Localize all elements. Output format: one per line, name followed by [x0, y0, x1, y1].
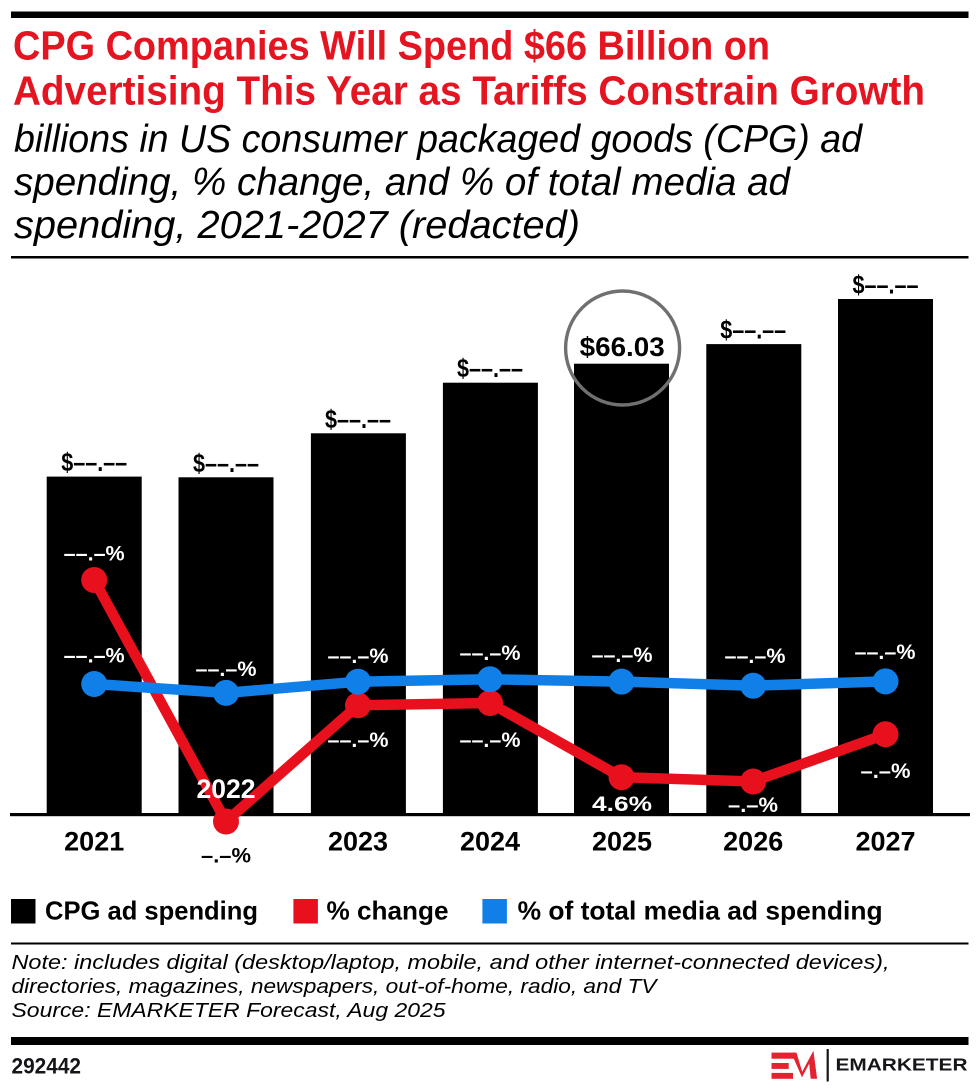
svg-text:spending, % change, and % of t: spending, % change, and % of total media…: [14, 161, 791, 204]
svg-text:292442: 292442: [12, 1054, 82, 1079]
svg-text:Note: includes digital (deskto: Note: includes digital (desktop/laptop, …: [12, 952, 890, 974]
svg-text:$––.––: $––.––: [61, 447, 127, 477]
svg-text:––.–%: ––.–%: [328, 645, 389, 668]
svg-text:––.–%: ––.–%: [725, 645, 786, 668]
svg-text:$––.––: $––.––: [325, 404, 391, 434]
svg-text:2026: 2026: [723, 827, 783, 857]
svg-text:––.–%: ––.–%: [592, 644, 653, 667]
svg-text:–.–%: –.–%: [728, 794, 778, 817]
svg-text:––.–%: ––.–%: [328, 729, 389, 752]
svg-text:EMARKETER: EMARKETER: [836, 1055, 968, 1075]
svg-text:Advertising This Year as Tarif: Advertising This Year as Tariffs Constra…: [13, 67, 925, 113]
svg-text:2027: 2027: [855, 827, 915, 857]
svg-text:$––.––: $––.––: [193, 448, 259, 478]
svg-text:––.–%: ––.–%: [855, 641, 916, 664]
svg-text:––.–%: ––.–%: [460, 642, 521, 665]
svg-text:2024: 2024: [460, 827, 520, 857]
svg-text:CPG ad spending: CPG ad spending: [45, 896, 258, 926]
svg-text:$66.03: $66.03: [580, 332, 665, 362]
svg-text:2022: 2022: [197, 774, 256, 804]
svg-text:CPG Companies Will Spend $66 B: CPG Companies Will Spend $66 Billion on: [13, 23, 770, 69]
svg-text:$––.––: $––.––: [853, 270, 919, 300]
svg-text:–.–%: –.–%: [201, 845, 251, 868]
svg-text:––.–%: ––.–%: [64, 543, 125, 566]
svg-text:spending, 2021-2027 (redacted): spending, 2021-2027 (redacted): [14, 204, 580, 247]
svg-text:$––.––: $––.––: [457, 353, 523, 383]
svg-text:% change: % change: [327, 896, 449, 926]
svg-text:––.–%: ––.–%: [64, 645, 125, 668]
svg-text:––.–%: ––.–%: [196, 658, 257, 681]
svg-text:$––.––: $––.––: [720, 315, 786, 345]
svg-text:2023: 2023: [328, 827, 388, 857]
svg-text:billions in US consumer packag: billions in US consumer packaged goods (…: [14, 118, 863, 161]
svg-text:––.–%: ––.–%: [460, 729, 521, 752]
svg-text:% of total media ad spending: % of total media ad spending: [518, 896, 883, 926]
svg-text:–.–%: –.–%: [861, 760, 911, 783]
svg-text:directories, magazines, newspa: directories, magazines, newspapers, out-…: [12, 976, 659, 998]
svg-text:2025: 2025: [592, 827, 652, 857]
svg-text:Source: EMARKETER Forecast, Au: Source: EMARKETER Forecast, Aug 2025: [12, 1000, 447, 1022]
svg-text:2021: 2021: [64, 827, 124, 857]
svg-text:4.6%: 4.6%: [592, 793, 652, 816]
